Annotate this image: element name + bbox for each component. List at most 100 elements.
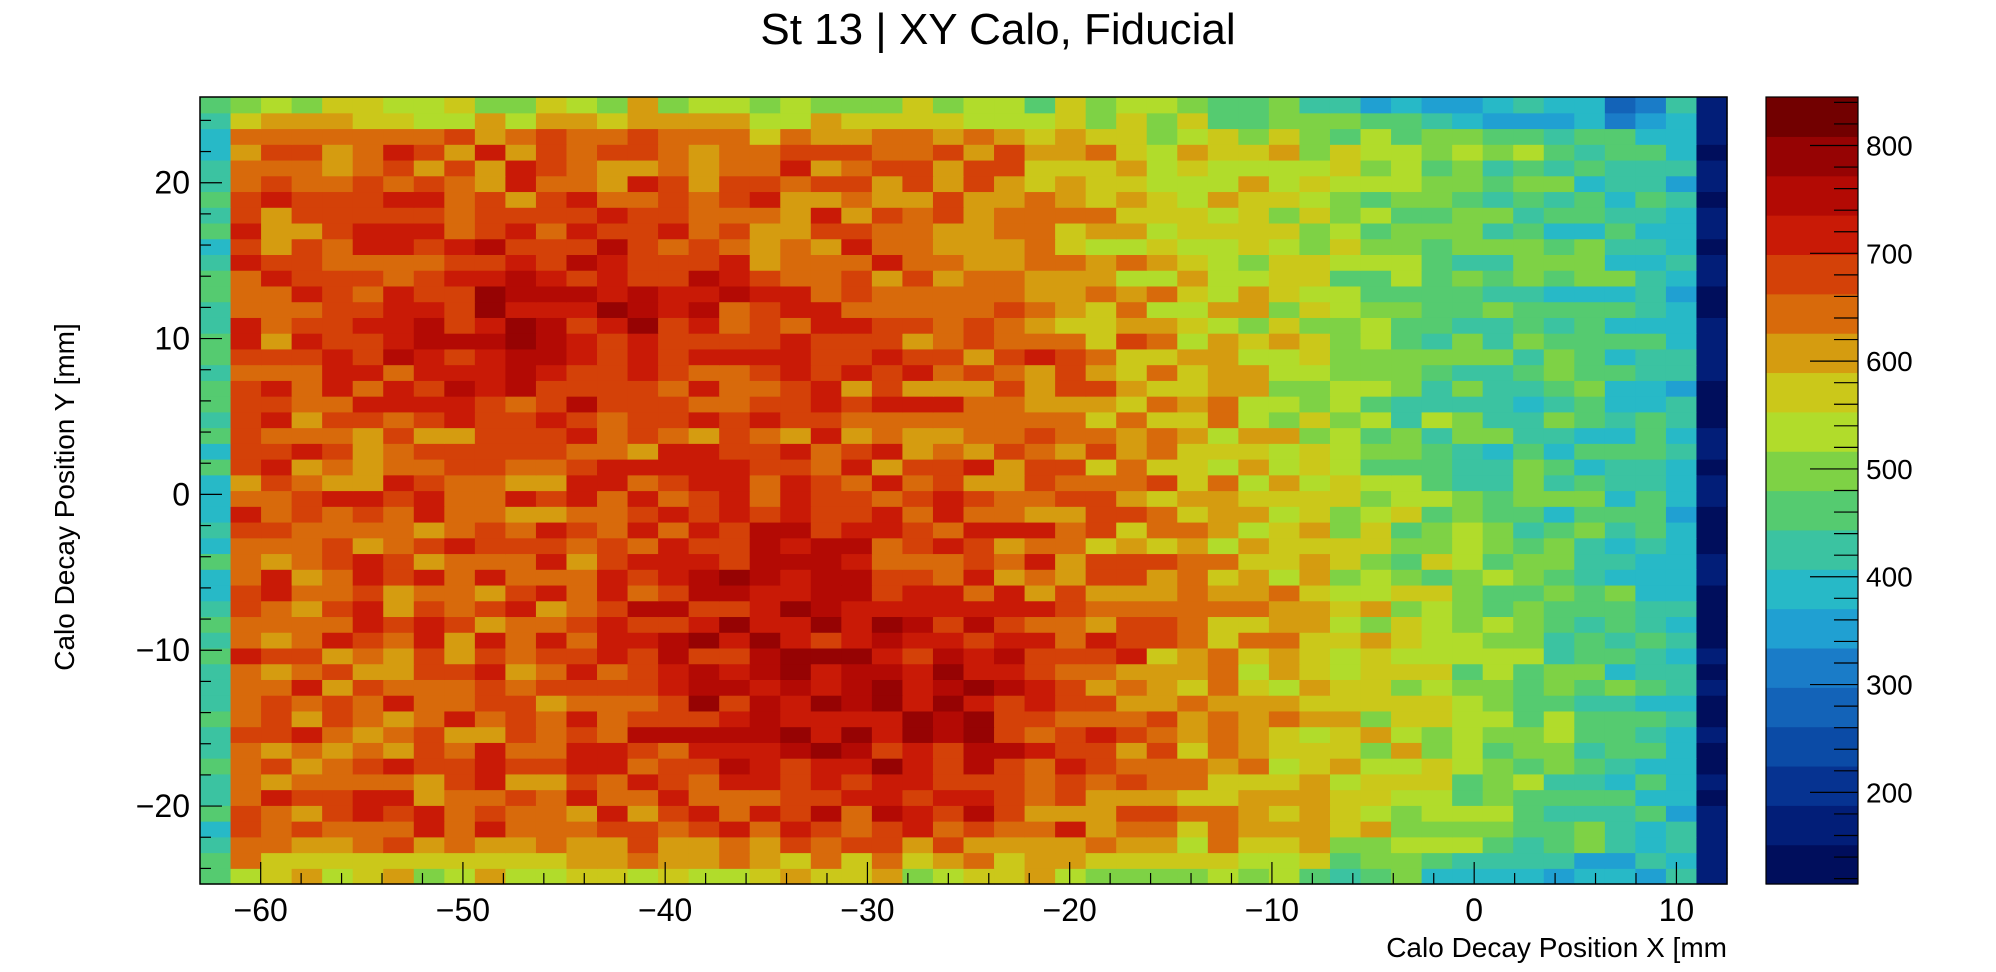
heatmap-cell bbox=[1482, 285, 1514, 303]
heatmap-cell bbox=[200, 836, 232, 854]
heatmap-cell bbox=[230, 773, 262, 791]
heatmap-cell bbox=[1452, 191, 1484, 208]
heatmap-cell bbox=[322, 459, 354, 476]
heatmap-cell bbox=[1207, 506, 1239, 523]
heatmap-cell bbox=[688, 742, 720, 759]
heatmap-cell bbox=[566, 553, 598, 570]
heatmap-cell bbox=[444, 459, 476, 476]
heatmap-cell bbox=[1329, 459, 1362, 476]
heatmap-cell bbox=[994, 647, 1026, 665]
heatmap-cell bbox=[841, 207, 873, 224]
heatmap-cell bbox=[566, 600, 598, 618]
heatmap-cell bbox=[1177, 679, 1209, 696]
heatmap-cell bbox=[1665, 270, 1698, 287]
heatmap-cell bbox=[1177, 537, 1209, 555]
chart-title: St 13 | XY Calo, Fiducial bbox=[760, 5, 1235, 54]
heatmap-cell bbox=[994, 836, 1026, 854]
heatmap-cell bbox=[1329, 333, 1362, 350]
heatmap-cell bbox=[1574, 270, 1606, 287]
heatmap-cell bbox=[1238, 789, 1270, 806]
heatmap-cell bbox=[780, 380, 812, 397]
heatmap-cell bbox=[1329, 789, 1362, 806]
heatmap-cell bbox=[1024, 411, 1056, 429]
heatmap-cell bbox=[932, 789, 965, 806]
heatmap-cell bbox=[1299, 537, 1331, 555]
heatmap-cell bbox=[1452, 726, 1484, 743]
heatmap-cell bbox=[1421, 474, 1453, 492]
heatmap-cell bbox=[1696, 301, 1728, 318]
heatmap-cell bbox=[1665, 852, 1698, 869]
heatmap-cell bbox=[1146, 317, 1178, 334]
heatmap-cell bbox=[1421, 521, 1453, 539]
heatmap-cell bbox=[841, 191, 873, 208]
heatmap-cell bbox=[352, 427, 384, 444]
heatmap-cell bbox=[597, 836, 629, 854]
heatmap-cell bbox=[1360, 333, 1392, 350]
heatmap-cell bbox=[1543, 254, 1575, 271]
heatmap-cell bbox=[1268, 128, 1301, 145]
heatmap-cell bbox=[1482, 726, 1514, 743]
heatmap-cell bbox=[1055, 773, 1087, 791]
heatmap-cell bbox=[383, 333, 415, 350]
heatmap-cell bbox=[1329, 490, 1362, 507]
heatmap-cell bbox=[780, 285, 812, 303]
heatmap-cell bbox=[963, 254, 995, 271]
heatmap-cell bbox=[902, 301, 934, 318]
heatmap-cell bbox=[1391, 868, 1423, 885]
heatmap-cell bbox=[810, 333, 842, 350]
heatmap-cell bbox=[200, 632, 232, 649]
heatmap-cell bbox=[1604, 695, 1636, 712]
heatmap-cell bbox=[841, 726, 873, 743]
heatmap-cell bbox=[505, 647, 537, 665]
heatmap-cell bbox=[413, 521, 445, 539]
heatmap-cell bbox=[1146, 333, 1178, 350]
heatmap-cell bbox=[688, 317, 720, 334]
heatmap-cell bbox=[749, 348, 781, 366]
heatmap-cell bbox=[1452, 411, 1484, 429]
heatmap-cell bbox=[1024, 616, 1056, 633]
heatmap-cell bbox=[1024, 364, 1056, 381]
heatmap-cell bbox=[1635, 521, 1667, 539]
heatmap-cell bbox=[1268, 490, 1301, 507]
heatmap-cell bbox=[627, 254, 659, 271]
heatmap-cell bbox=[1268, 569, 1301, 586]
heatmap-cell bbox=[1360, 789, 1392, 806]
heatmap-cell bbox=[810, 411, 842, 429]
heatmap-cell bbox=[1085, 317, 1117, 334]
heatmap-cell bbox=[963, 443, 995, 460]
heatmap-cell bbox=[291, 632, 323, 649]
heatmap-cell bbox=[413, 270, 445, 287]
heatmap-cell bbox=[1604, 238, 1636, 255]
heatmap-cell bbox=[505, 254, 537, 271]
heatmap-cell bbox=[1024, 396, 1056, 413]
heatmap-cell bbox=[505, 238, 537, 255]
heatmap-cell bbox=[749, 616, 781, 633]
heatmap-cell bbox=[749, 537, 781, 555]
heatmap-cell bbox=[1360, 868, 1392, 885]
heatmap-cell bbox=[535, 459, 568, 476]
heatmap-cell bbox=[1604, 537, 1636, 555]
heatmap-cell bbox=[444, 600, 476, 618]
heatmap-cell bbox=[261, 584, 293, 602]
heatmap-cell bbox=[1055, 616, 1087, 633]
heatmap-cell bbox=[1177, 207, 1209, 224]
heatmap-cell bbox=[1268, 270, 1301, 287]
heatmap-cell bbox=[994, 868, 1026, 885]
heatmap-cell bbox=[749, 270, 781, 287]
heatmap-cell bbox=[1391, 364, 1423, 381]
heatmap-cell bbox=[1207, 710, 1239, 728]
heatmap-cell bbox=[1482, 380, 1514, 397]
heatmap-cell bbox=[1055, 427, 1087, 444]
heatmap-cell bbox=[627, 584, 659, 602]
heatmap-cell bbox=[1146, 647, 1178, 665]
heatmap-cell bbox=[1360, 427, 1392, 444]
heatmap-cell bbox=[1452, 852, 1484, 869]
heatmap-cell bbox=[474, 632, 506, 649]
heatmap-cell bbox=[1513, 112, 1545, 130]
heatmap-cell bbox=[1482, 396, 1514, 413]
heatmap-cell bbox=[200, 506, 232, 523]
heatmap-cell bbox=[1329, 396, 1362, 413]
heatmap-cell bbox=[413, 128, 445, 145]
heatmap-cell bbox=[597, 506, 629, 523]
heatmap-cell bbox=[841, 710, 873, 728]
